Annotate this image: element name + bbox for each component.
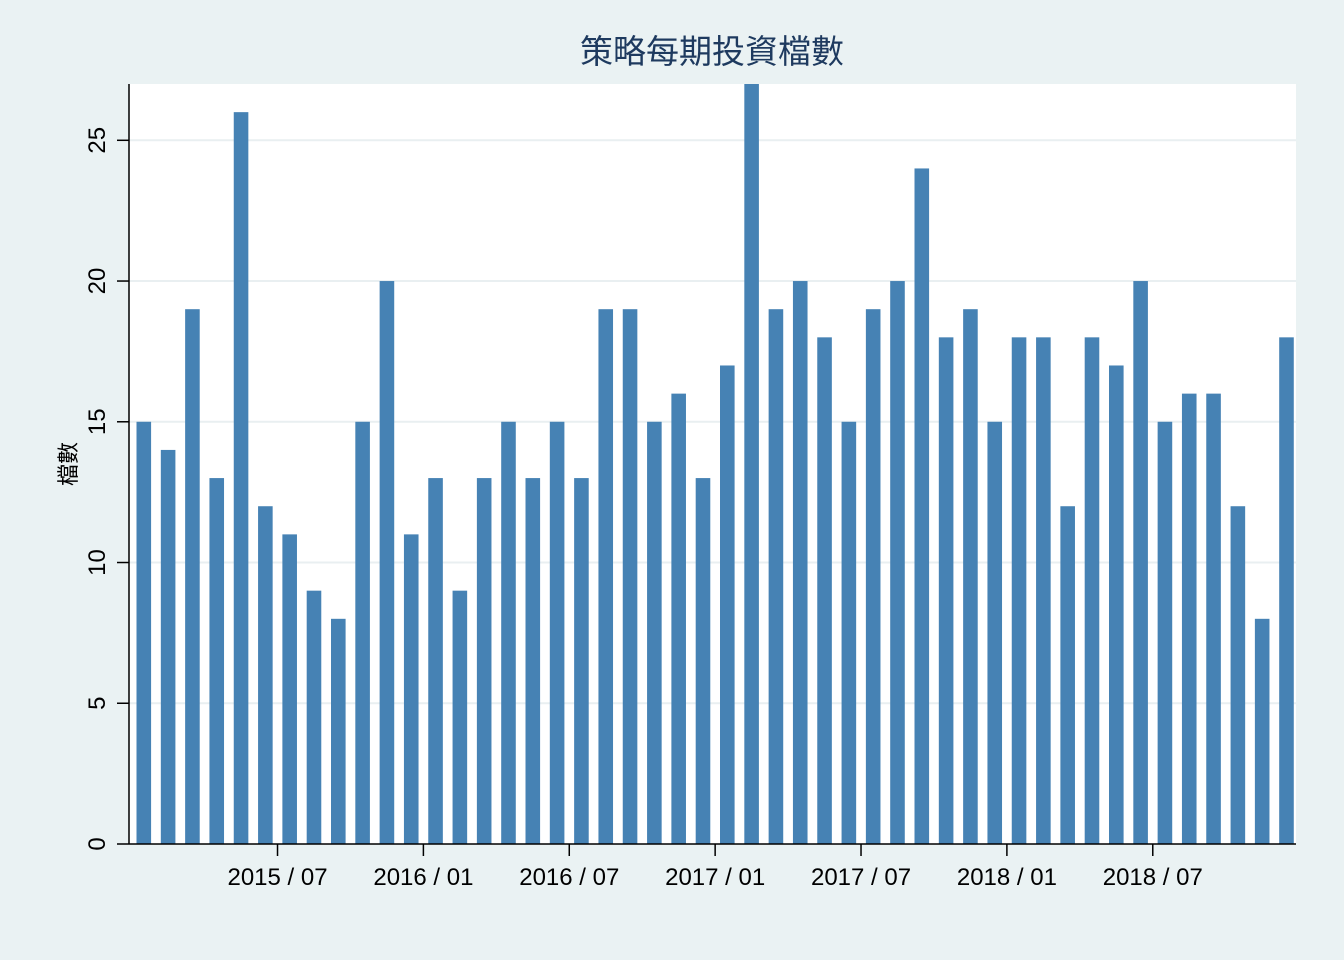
bar-2015-11 [379, 281, 395, 844]
y-tick-label: 15 [84, 408, 111, 435]
bar-2018-12 [1279, 337, 1294, 844]
bar-2017-11 [963, 309, 978, 844]
bar-2016-12 [695, 478, 711, 844]
bars [136, 84, 1294, 845]
y-tick-label: 25 [84, 127, 111, 154]
x-tick-label: 2018 / 07 [1103, 864, 1203, 891]
bar-2016-10 [647, 421, 662, 844]
bar-2018-03 [1060, 506, 1075, 844]
bar-2017-04 [792, 281, 808, 844]
bar-2016-04 [501, 421, 516, 844]
bar-2015-02 [160, 449, 176, 844]
bar-2018-09 [1206, 393, 1221, 844]
x-tick-label: 2017 / 01 [665, 864, 765, 891]
bar-2017-12 [987, 421, 1003, 844]
x-tick-label: 2016 / 07 [519, 864, 619, 891]
bar-2016-08 [598, 309, 614, 844]
bar-2016-07 [574, 478, 589, 844]
bar-2017-10 [938, 337, 954, 844]
bar-2017-09 [914, 168, 930, 844]
bar-2015-05 [233, 112, 249, 845]
bar-2018-08 [1181, 393, 1197, 844]
bar-2016-06 [549, 421, 565, 844]
bar-2017-07 [865, 309, 881, 844]
gridlines [129, 139, 1296, 705]
plot-area [129, 84, 1296, 844]
bar-2018-06 [1133, 281, 1148, 844]
bar-2015-10 [355, 421, 370, 844]
bar-2017-06 [841, 421, 857, 844]
y-axis-ticks: 0 5 10 15 20 25 [84, 127, 129, 851]
bar-2015-08 [306, 590, 322, 844]
x-tick-label: 2015 / 07 [227, 864, 327, 891]
bar-2018-02 [1036, 337, 1051, 844]
bar-2018-10 [1230, 506, 1246, 844]
y-axis-label: 檔數 [57, 442, 82, 486]
bar-2017-02 [744, 84, 759, 844]
bar-2015-07 [282, 534, 297, 844]
bar-2017-03 [768, 309, 784, 844]
bar-2016-01 [428, 478, 443, 844]
bar-2015-06 [258, 506, 273, 844]
bar-2017-01 [720, 365, 735, 844]
bar-2017-08 [890, 281, 905, 844]
bar-2018-07 [1157, 421, 1173, 844]
y-tick-label: 10 [84, 549, 111, 576]
x-axis-ticks: 2015 / 07 2016 / 01 2016 / 07 2017 / 01 2017… [227, 844, 1203, 891]
bar-2018-05 [1109, 365, 1124, 844]
bar-2015-09 [331, 618, 346, 844]
bar-2018-01 [1011, 337, 1027, 844]
bar-2016-09 [622, 309, 638, 844]
bar-2015-03 [185, 309, 200, 844]
bar-2018-11 [1254, 618, 1270, 844]
y-tick-label: 5 [84, 697, 111, 710]
bar-2016-05 [525, 478, 541, 844]
bar-2016-02 [452, 590, 468, 844]
chart-title: 策略每期投資檔數 [580, 32, 844, 71]
bar-2015-01 [136, 421, 152, 844]
bar-2016-03 [476, 478, 492, 844]
y-tick-label: 0 [84, 837, 111, 850]
x-tick-label: 2016 / 01 [373, 864, 473, 891]
bar-2016-11 [671, 393, 686, 844]
x-tick-label: 2018 / 01 [957, 864, 1057, 891]
bar-2015-12 [403, 534, 419, 844]
bar-2017-05 [817, 337, 832, 844]
x-tick-label: 2017 / 07 [811, 864, 911, 891]
bar-2015-04 [209, 478, 225, 844]
y-tick-label: 20 [84, 268, 111, 295]
bar-2018-04 [1084, 337, 1100, 844]
